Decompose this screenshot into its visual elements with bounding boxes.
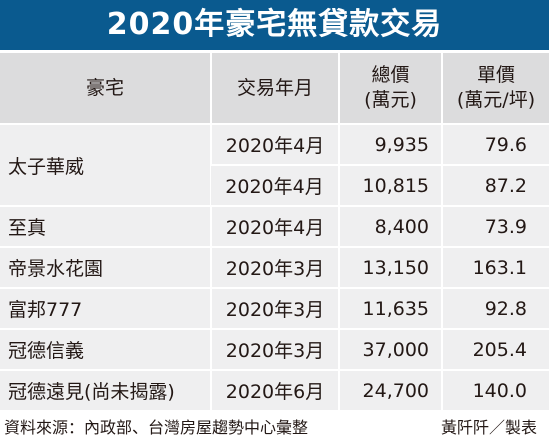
total-price: 10,815	[338, 164, 442, 206]
unit-price: 205.4	[441, 328, 549, 370]
table-row: 帝景水花園 2020年3月 13,150 163.1	[0, 246, 549, 288]
unit-price: 140.0	[441, 369, 549, 410]
total-price: 8,400	[338, 205, 442, 247]
table-row: 太子華威 2020年4月 9,935 79.6	[0, 123, 549, 206]
table-row: 至真 2020年4月 8,400 73.9	[0, 205, 549, 247]
total-price: 13,150	[338, 246, 442, 288]
transaction-date: 2020年6月	[210, 369, 339, 410]
credit-note: 黃阡阡／製表	[440, 418, 537, 437]
transactions-table: 豪宅 交易年月 總價 (萬元) 單價 (萬元/坪) 太子華威 2020年4月 9,9…	[0, 51, 549, 410]
property-name: 冠德遠見(尚未揭露)	[0, 369, 211, 410]
transaction-date: 2020年3月	[210, 328, 339, 370]
header-unit-price: 單價 (萬元/坪)	[441, 51, 549, 124]
table-row: 冠德遠見(尚未揭露) 2020年6月 24,700 140.0	[0, 369, 549, 410]
unit-price: 79.6	[441, 123, 549, 165]
property-name: 帝景水花園	[0, 246, 211, 288]
table-row: 冠德信義 2020年3月 37,000 205.4	[0, 328, 549, 370]
table-header-row: 豪宅 交易年月 總價 (萬元) 單價 (萬元/坪)	[0, 51, 549, 124]
unit-price: 92.8	[441, 287, 549, 329]
unit-price: 87.2	[441, 164, 549, 206]
transaction-date: 2020年4月	[210, 205, 339, 247]
source-note: 資料來源：內政部、台灣房屋趨勢中心彙整	[4, 418, 309, 437]
transaction-date: 2020年3月	[210, 246, 339, 288]
total-price: 9,935	[338, 123, 442, 165]
transaction-date: 2020年4月	[211, 164, 339, 206]
table-row: 富邦777 2020年3月 11,635 92.8	[0, 287, 549, 329]
total-price: 24,700	[338, 369, 442, 410]
header-date: 交易年月	[210, 51, 339, 124]
property-name: 冠德信義	[0, 328, 211, 370]
header-name: 豪宅	[0, 51, 211, 124]
unit-price: 73.9	[441, 205, 549, 247]
property-name: 富邦777	[0, 287, 211, 329]
transaction-date: 2020年4月	[210, 123, 339, 165]
property-name: 至真	[0, 205, 211, 247]
footer: 資料來源：內政部、台灣房屋趨勢中心彙整 黃阡阡／製表	[0, 412, 549, 448]
total-price: 11,635	[338, 287, 442, 329]
property-name: 太子華威	[0, 123, 211, 206]
table-row: 2020年4月 10,815 87.2	[0, 164, 549, 206]
unit-price: 163.1	[441, 246, 549, 288]
transaction-date: 2020年3月	[210, 287, 339, 329]
total-price: 37,000	[338, 328, 442, 370]
page-title: 2020年豪宅無貸款交易	[0, 0, 549, 50]
header-total: 總價 (萬元)	[338, 51, 442, 124]
